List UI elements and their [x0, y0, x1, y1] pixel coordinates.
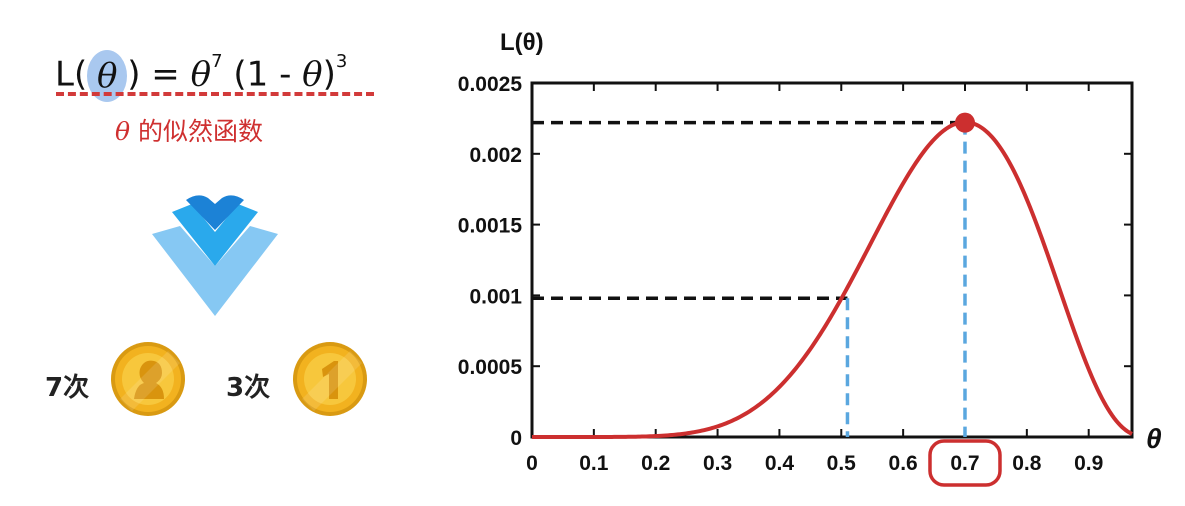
x-tick-label: 0.8 — [1012, 452, 1042, 475]
chevron-down-icon — [152, 195, 278, 316]
x-tick-label: 0.5 — [827, 452, 857, 475]
y-tick-label: 0.002 — [469, 144, 522, 167]
x-tick-label: 0.1 — [579, 452, 609, 475]
formula-exponent-b: 3 — [335, 51, 348, 72]
x-tick-label: 0.9 — [1074, 452, 1103, 475]
highlighted-tick-box — [928, 439, 1002, 487]
formula-exponent-a: 7 — [211, 51, 223, 72]
coin-head-icon — [111, 342, 185, 416]
left-panel: L(θ) = θ7 (1 - θ)3 θ 的似然函数 7次 3次 — [0, 0, 420, 506]
axis-ticks: 0 0.1 0.2 0.3 0.4 0.5 0.6 0.7 0.8 0.9 0 0.0005 0.001… — [458, 73, 1132, 475]
formula-caption: θ 的似然函数 — [115, 112, 263, 148]
reference-guides — [532, 120, 967, 437]
formula-underline — [56, 92, 374, 96]
formula-equals: = — [151, 54, 180, 95]
x-tick-label: 0.6 — [889, 452, 918, 475]
caption-theta: θ — [115, 117, 131, 146]
formula-lhs-suffix: ) — [127, 54, 141, 95]
formula-theta: θ — [96, 55, 118, 96]
x-tick-label: 0.7 — [950, 452, 979, 475]
formula-factor-close: ) — [322, 54, 336, 95]
likelihood-curve — [532, 120, 1133, 439]
coin-one-icon — [293, 342, 367, 416]
x-axis-label: θ — [1146, 423, 1162, 454]
coin-outcomes: 7次 3次 — [0, 335, 420, 416]
y-tick-label: 0.0015 — [458, 215, 523, 238]
formula-lhs-prefix: L( — [55, 54, 88, 95]
formula-theta-2: θ — [190, 54, 212, 95]
y-tick-label: 0.001 — [469, 285, 522, 308]
likelihood-chart: L(θ) θ 0 0.1 0.2 0.3 0.4 0.5 0.6 0.7 0.8 0.9 0 0.00… — [458, 29, 1162, 487]
maximum-point — [954, 112, 975, 133]
caption-text: 的似然函数 — [138, 117, 264, 146]
y-tick-label: 0 — [510, 427, 522, 450]
heads-count: 7次 — [45, 373, 90, 403]
plot-frame — [530, 81, 1134, 439]
tails-count: 3次 — [226, 373, 271, 403]
likelihood-formula: L(θ) = θ7 (1 - θ)3 — [55, 38, 347, 104]
x-tick-label: 0.2 — [641, 452, 670, 475]
x-tick-label: 0 — [526, 452, 538, 475]
y-tick-label: 0.0025 — [458, 73, 523, 96]
formula-factor-open: (1 - — [233, 54, 303, 95]
formula-theta-3: θ — [302, 54, 323, 95]
y-tick-label: 0.0005 — [458, 356, 523, 379]
x-tick-label: 0.3 — [703, 452, 732, 475]
y-axis-label: L(θ) — [500, 29, 544, 56]
x-tick-label: 0.4 — [765, 452, 795, 475]
